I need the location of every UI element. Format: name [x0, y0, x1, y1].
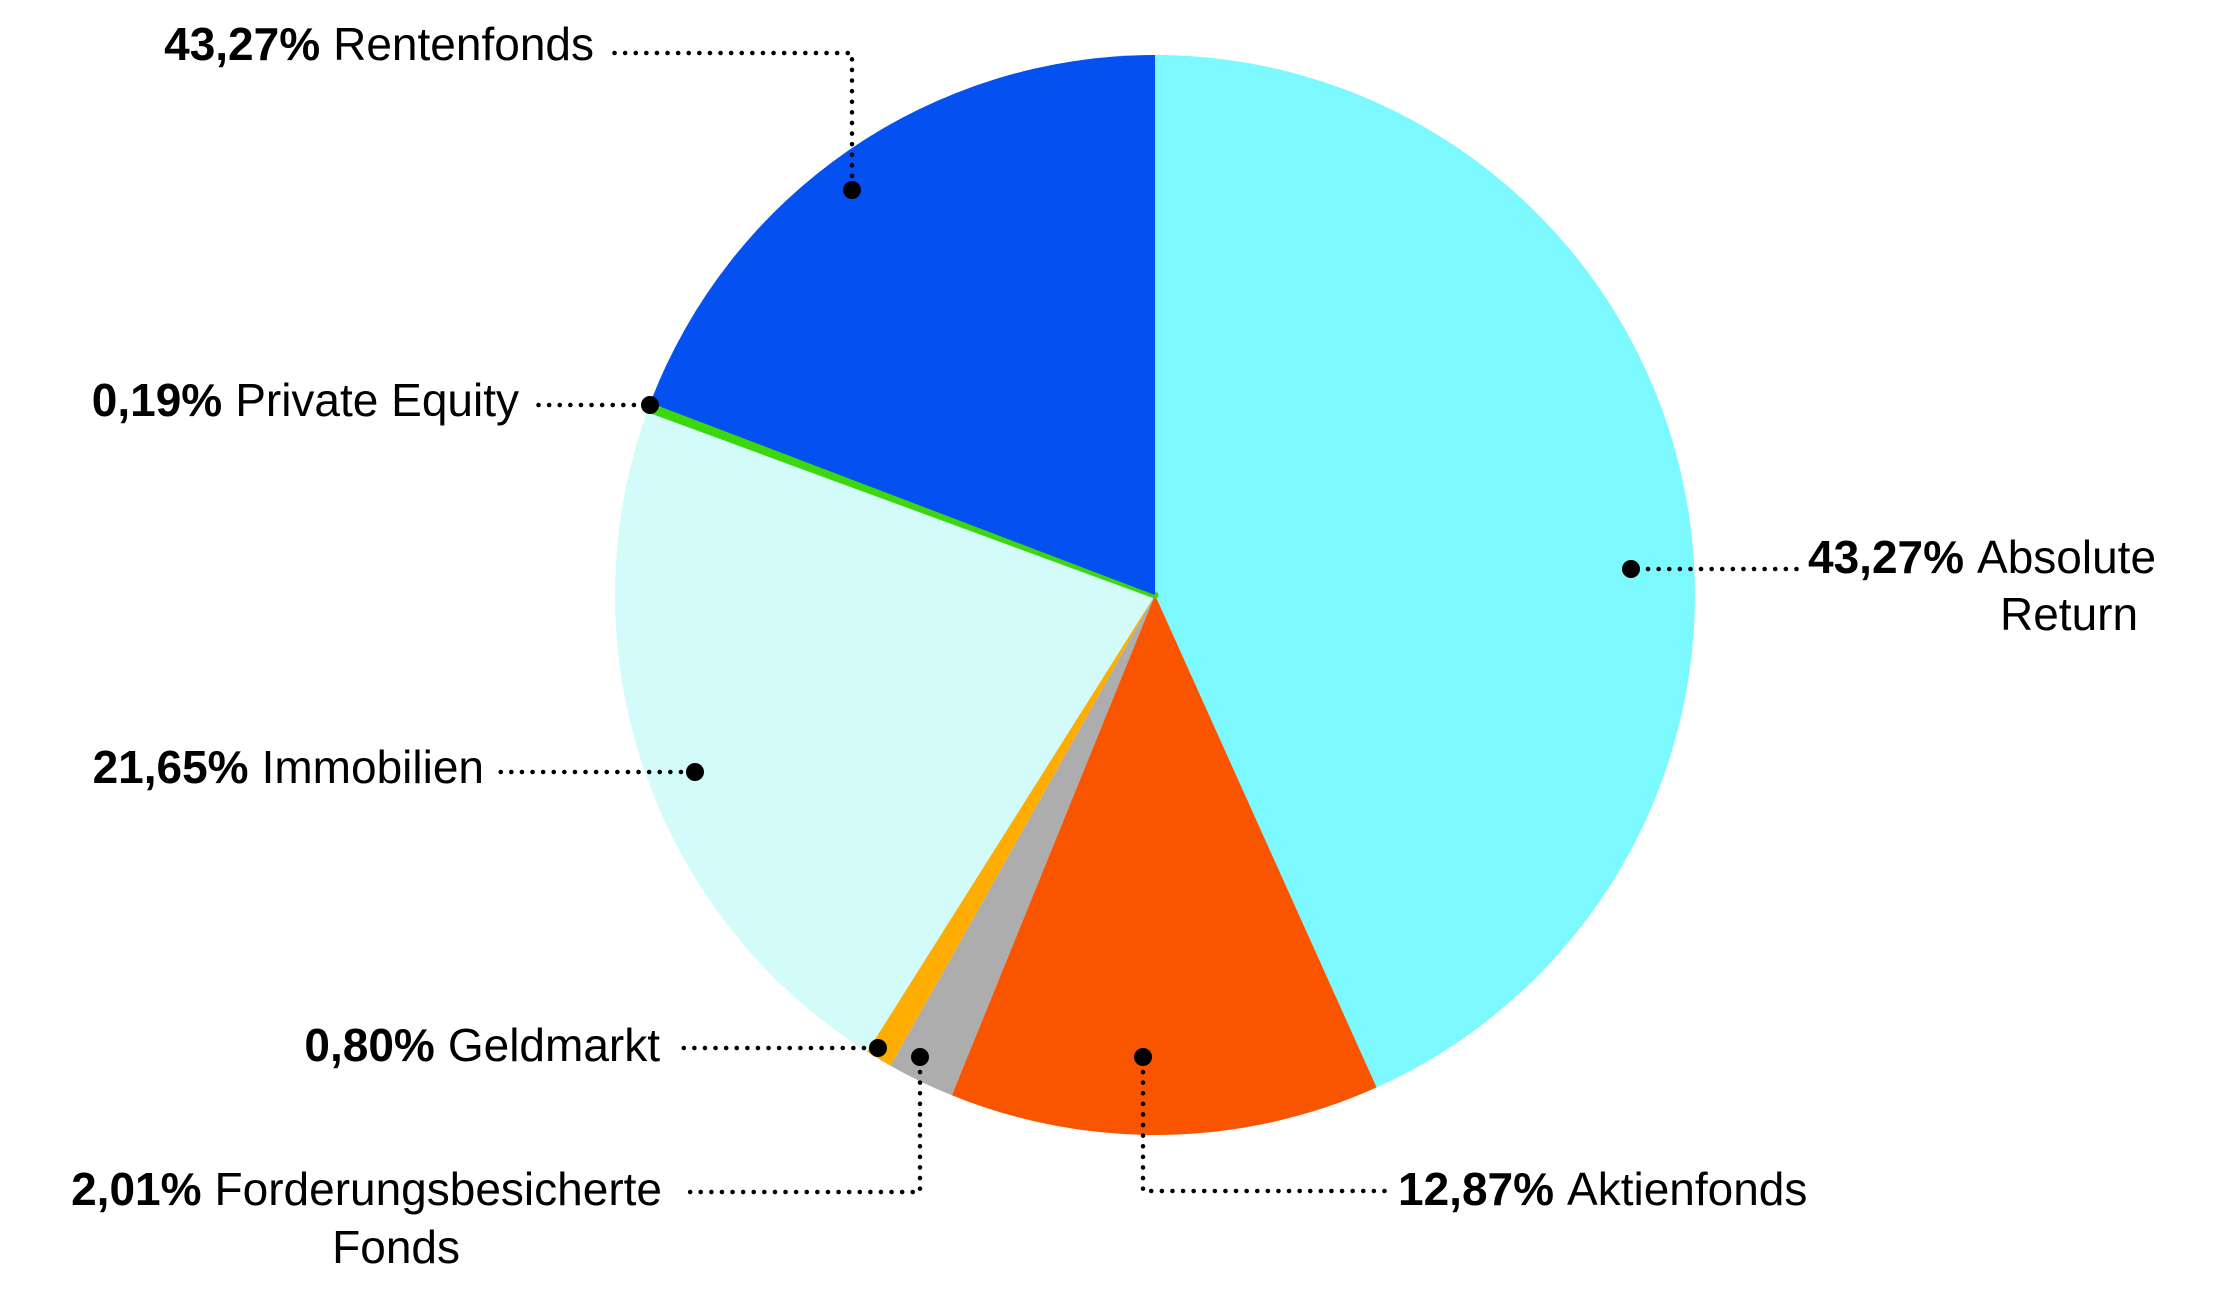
pie-slice-aktienfonds[interactable] [951, 595, 1377, 1135]
label-private-equity-name: Private Equity [235, 374, 519, 426]
label-rentenfonds-percent: 43,27% [164, 18, 321, 70]
label-forderungsbesicherte-name: Forderungsbesicherte [214, 1163, 662, 1215]
label-immobilien-percent: 21,65% [92, 741, 249, 793]
label-immobilien-name: Immobilien [261, 741, 484, 793]
label-forderungsbesicherte-fonds-line2: Fonds [332, 1219, 460, 1276]
label-aktienfonds-name: Aktienfonds [1567, 1163, 1808, 1215]
label-forderungsbesicherte-name2: Fonds [332, 1221, 460, 1273]
callout-dot-private-equity [641, 396, 659, 414]
leader-line-rentenfonds [611, 50, 855, 179]
callout-dot-aktienfonds [1134, 1048, 1152, 1066]
label-absolute-return-line2: Return [2000, 586, 2138, 643]
pie-slice-geldmarkt[interactable] [867, 595, 1155, 1066]
label-absolute-return-name: Absolute [1977, 531, 2157, 583]
label-rentenfonds-name: Rentenfonds [333, 18, 594, 70]
callout-dot-immobilien [686, 763, 704, 781]
callout-dot-forderungsbesicherte-fonds [911, 1048, 929, 1066]
label-absolute-return-name2: Return [2000, 588, 2139, 640]
label-absolute-return-percent: 43,27% [1808, 531, 1965, 583]
leader-line-forderungsbesicherte-fonds [677, 1069, 923, 1195]
pie-slice-rentenfonds[interactable] [650, 55, 1155, 595]
label-geldmarkt: 0,80% Geldmarkt [304, 1017, 660, 1074]
label-forderungsbesicherte-percent: 2,01% [71, 1163, 202, 1215]
label-absolute-return-line1: 43,27% Absolute [1808, 529, 2156, 586]
callout-dot-geldmarkt [869, 1039, 887, 1057]
label-private-equity: 0,19% Private Equity [92, 372, 519, 429]
pie-slice-forderungsbesicherte-fonds[interactable] [890, 595, 1155, 1096]
pie-slice-absolute-return[interactable] [1155, 55, 1695, 1088]
label-aktienfonds-percent: 12,87% [1398, 1163, 1555, 1215]
callout-dot-absolute-return [1622, 560, 1640, 578]
label-rentenfonds: 43,27% Rentenfonds [164, 16, 594, 73]
label-aktienfonds: 12,87% Aktienfonds [1398, 1161, 1807, 1218]
callout-dot-rentenfonds [843, 181, 861, 199]
label-immobilien: 21,65% Immobilien [93, 739, 484, 796]
label-forderungsbesicherte-fonds-line1: 2,01% Forderungsbesicherte [71, 1161, 662, 1218]
label-geldmarkt-percent: 0,80% [304, 1019, 435, 1071]
pie-slice-immobilien[interactable] [615, 408, 1155, 1052]
label-geldmarkt-name: Geldmarkt [447, 1019, 660, 1071]
label-private-equity-percent: 0,19% [91, 374, 223, 426]
